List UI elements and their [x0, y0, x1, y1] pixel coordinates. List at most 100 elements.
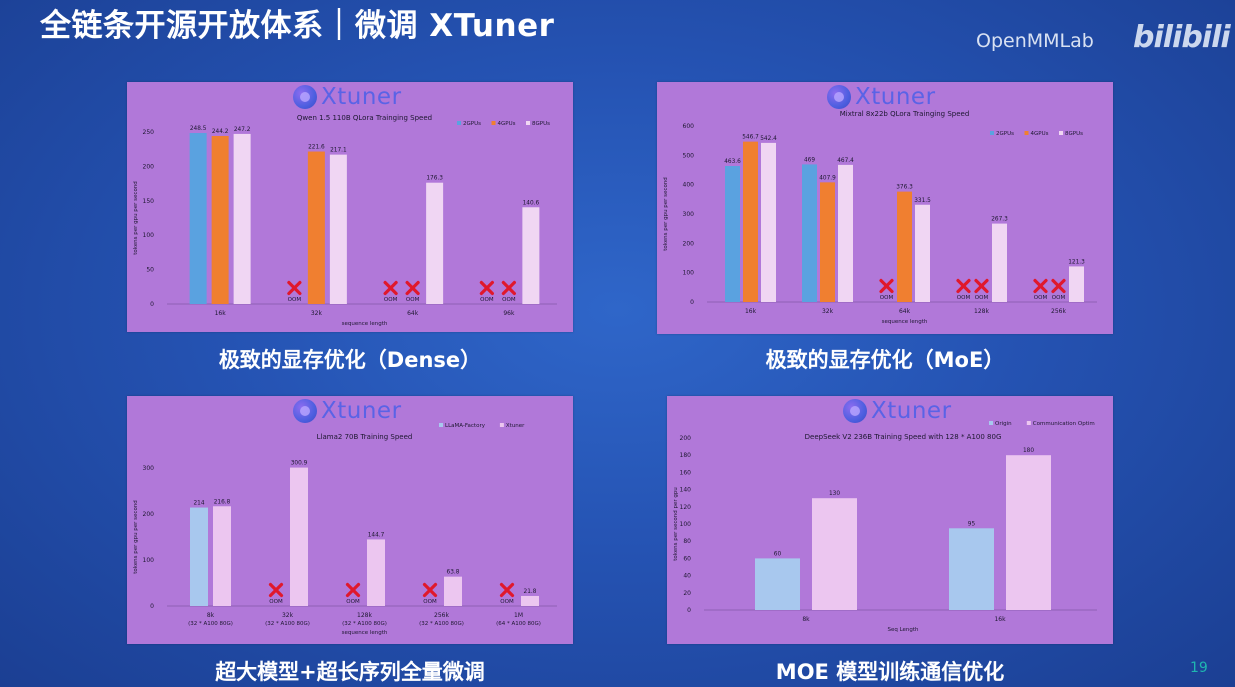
oom-cross-icon	[499, 582, 515, 598]
openmmlab-brand: OpenMMLab	[976, 30, 1094, 52]
chart-title: Llama2 70B Training Speed	[317, 433, 413, 441]
bar-value-label: 469	[804, 157, 815, 163]
oom-cross-icon	[268, 582, 284, 598]
legend-entry: 8GPUs	[1065, 131, 1083, 137]
x-tick-sublabel: (32 * A100 80G)	[265, 621, 310, 627]
page-number: 19	[1190, 660, 1208, 676]
legend-entry: LLaMA-Factory	[445, 423, 486, 429]
bar	[1006, 455, 1051, 610]
chart-panel-llama2: Xtuner Llama2 70B Training Speed tokens p…	[127, 396, 573, 644]
xtuner-logo-text: Xtuner	[321, 84, 402, 110]
caption-moe-comm: MOE 模型训练通信优化	[775, 660, 1005, 684]
caption-dense: 极致的显存优化（Dense）	[218, 348, 482, 372]
bar	[522, 207, 540, 304]
bar-value-label: 542.4	[760, 136, 777, 142]
bar-value-label: 546.7	[742, 135, 759, 141]
caption-moe: 极致的显存优化（MoE）	[765, 348, 1005, 372]
y-tick-label: 600	[683, 123, 695, 130]
y-tick-label: 60	[683, 555, 691, 562]
bar-value-label: 130	[829, 491, 840, 497]
oom-label: OOM	[423, 599, 437, 605]
oom-label: OOM	[1034, 295, 1048, 301]
y-tick-label: 0	[150, 301, 154, 308]
legend-entry: 4GPUs	[498, 121, 516, 127]
chart-panel-mixtral: Xtuner Mixtral 8x22b QLora Trainging Spe…	[657, 82, 1113, 334]
bar	[307, 151, 325, 304]
bar	[329, 154, 347, 304]
oom-cross-icon	[974, 278, 989, 294]
y-axis-label: tokens per gpu per second	[133, 181, 139, 255]
oom-label: OOM	[269, 599, 283, 605]
oom-label: OOM	[384, 297, 398, 303]
x-tick-label: 128k	[974, 308, 989, 315]
bar-value-label: 467.4	[837, 158, 854, 164]
bar	[444, 576, 462, 606]
y-tick-label: 140	[680, 487, 692, 494]
x-tick-label: 16k	[215, 310, 227, 317]
chart-title: Mixtral 8x22b QLora Trainging Speed	[840, 110, 970, 118]
legend-swatch	[439, 423, 443, 427]
xtuner-logo: Xtuner	[293, 398, 402, 424]
bar-value-label: 463.6	[724, 159, 741, 165]
x-axis-label: sequence length	[342, 630, 388, 636]
y-tick-label: 250	[143, 129, 155, 136]
y-tick-label: 40	[683, 573, 691, 580]
legend-swatch	[1024, 131, 1029, 135]
legend-entry: 4GPUs	[1031, 131, 1049, 137]
bar-value-label: 248.5	[190, 126, 207, 132]
bar-chart-mixtral: Mixtral 8x22b QLora Trainging Speed token…	[663, 110, 1097, 325]
bar	[233, 133, 251, 304]
oom-cross-icon	[479, 280, 494, 296]
y-tick-label: 80	[683, 538, 691, 545]
legend-swatch	[457, 121, 461, 125]
oom-cross-icon	[345, 582, 361, 598]
y-tick-label: 300	[143, 465, 155, 472]
bar-value-label: 376.3	[896, 185, 913, 191]
x-tick-label: 32k	[282, 612, 294, 619]
x-tick-sublabel: (32 * A100 80G)	[188, 621, 233, 627]
bar-value-label: 63.8	[447, 570, 460, 576]
x-tick-label: 1M	[514, 612, 523, 619]
y-tick-label: 200	[143, 163, 155, 170]
oom-label: OOM	[502, 297, 516, 303]
bar	[725, 166, 740, 302]
y-tick-label: 150	[143, 198, 155, 205]
bar-value-label: 121.3	[1068, 259, 1085, 265]
bar	[290, 467, 308, 606]
bar	[812, 498, 857, 610]
bar-value-label: 144.7	[368, 532, 385, 538]
xtuner-logo-text: Xtuner	[855, 84, 936, 110]
x-tick-label: 16k	[745, 308, 757, 315]
xtuner-logo: Xtuner	[293, 84, 402, 110]
oom-label: OOM	[880, 295, 894, 301]
bar-value-label: 247.2	[234, 127, 251, 133]
chart-panel-deepseek: Xtuner DeepSeek V2 236B Training Speed w…	[667, 396, 1113, 644]
y-tick-label: 20	[683, 590, 691, 597]
y-tick-label: 200	[143, 511, 155, 518]
oom-cross-icon	[405, 280, 420, 296]
y-tick-label: 200	[683, 240, 695, 247]
chart-title: DeepSeek V2 236B Training Speed with 128…	[805, 433, 1002, 441]
bar-value-label: 331.5	[914, 198, 931, 204]
bar-value-label: 180	[1023, 448, 1034, 454]
bar-chart-deepseek: DeepSeek V2 236B Training Speed with 128…	[673, 421, 1097, 633]
x-tick-sublabel: (32 * A100 80G)	[419, 621, 464, 627]
y-tick-label: 120	[680, 504, 692, 511]
xtuner-logo: Xtuner	[827, 84, 936, 110]
bar-value-label: 95	[968, 521, 976, 527]
bar-value-label: 140.6	[523, 200, 540, 206]
bar-value-label: 217.1	[330, 148, 347, 154]
bar	[897, 191, 912, 302]
bar-value-label: 216.8	[214, 499, 231, 505]
caption-long-seq: 超大模型+超长序列全量微调	[215, 660, 485, 684]
xtuner-logo-icon	[293, 399, 317, 423]
bar-chart-llama2: Llama2 70B Training Speed tokens per gpu …	[133, 423, 557, 636]
x-tick-label: 256k	[434, 612, 449, 619]
bar-value-label: 60	[774, 551, 782, 557]
xtuner-logo-icon	[827, 85, 851, 109]
bar	[761, 142, 776, 302]
y-tick-label: 200	[680, 435, 692, 442]
oom-label: OOM	[1052, 295, 1066, 301]
y-tick-label: 0	[687, 607, 691, 614]
legend-swatch	[989, 421, 993, 425]
